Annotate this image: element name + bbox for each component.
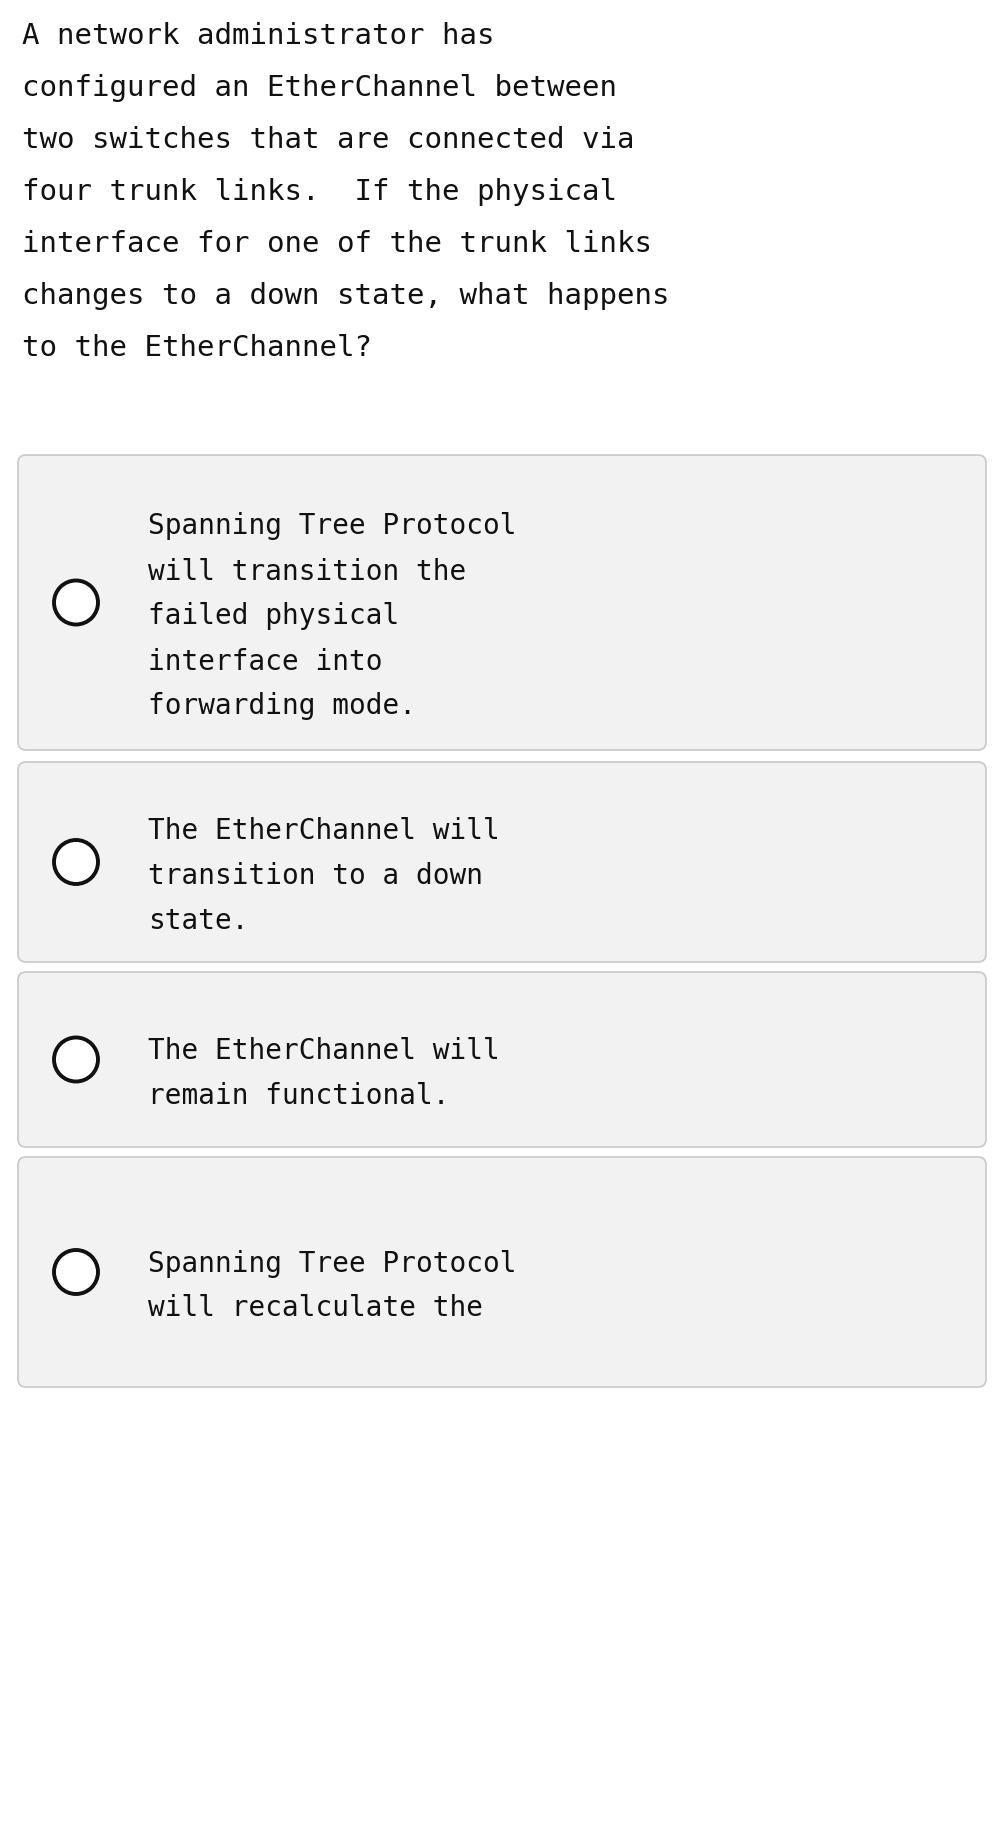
Text: configured an EtherChannel between: configured an EtherChannel between (22, 73, 617, 102)
Text: to the EtherChannel?: to the EtherChannel? (22, 335, 372, 362)
Text: Spanning Tree Protocol: Spanning Tree Protocol (148, 512, 517, 541)
Text: The EtherChannel will: The EtherChannel will (148, 817, 499, 845)
Circle shape (54, 581, 98, 625)
Text: Spanning Tree Protocol: Spanning Tree Protocol (148, 1250, 517, 1278)
Text: will transition the: will transition the (148, 558, 466, 585)
FancyBboxPatch shape (18, 455, 986, 749)
Text: forwarding mode.: forwarding mode. (148, 693, 416, 720)
Text: state.: state. (148, 907, 248, 934)
Text: will recalculate the: will recalculate the (148, 1294, 483, 1322)
Circle shape (54, 841, 98, 885)
FancyBboxPatch shape (18, 1157, 986, 1387)
Text: transition to a down: transition to a down (148, 863, 483, 890)
Text: remain functional.: remain functional. (148, 1082, 449, 1110)
FancyBboxPatch shape (18, 972, 986, 1146)
Circle shape (54, 1250, 98, 1294)
Text: two switches that are connected via: two switches that are connected via (22, 126, 634, 154)
Circle shape (54, 1038, 98, 1082)
Text: four trunk links.  If the physical: four trunk links. If the physical (22, 177, 617, 207)
Text: changes to a down state, what happens: changes to a down state, what happens (22, 282, 669, 311)
Text: interface for one of the trunk links: interface for one of the trunk links (22, 230, 652, 258)
Text: A network administrator has: A network administrator has (22, 22, 494, 49)
Text: interface into: interface into (148, 647, 383, 676)
FancyBboxPatch shape (18, 762, 986, 962)
Text: The EtherChannel will: The EtherChannel will (148, 1036, 499, 1066)
Text: failed physical: failed physical (148, 603, 399, 631)
